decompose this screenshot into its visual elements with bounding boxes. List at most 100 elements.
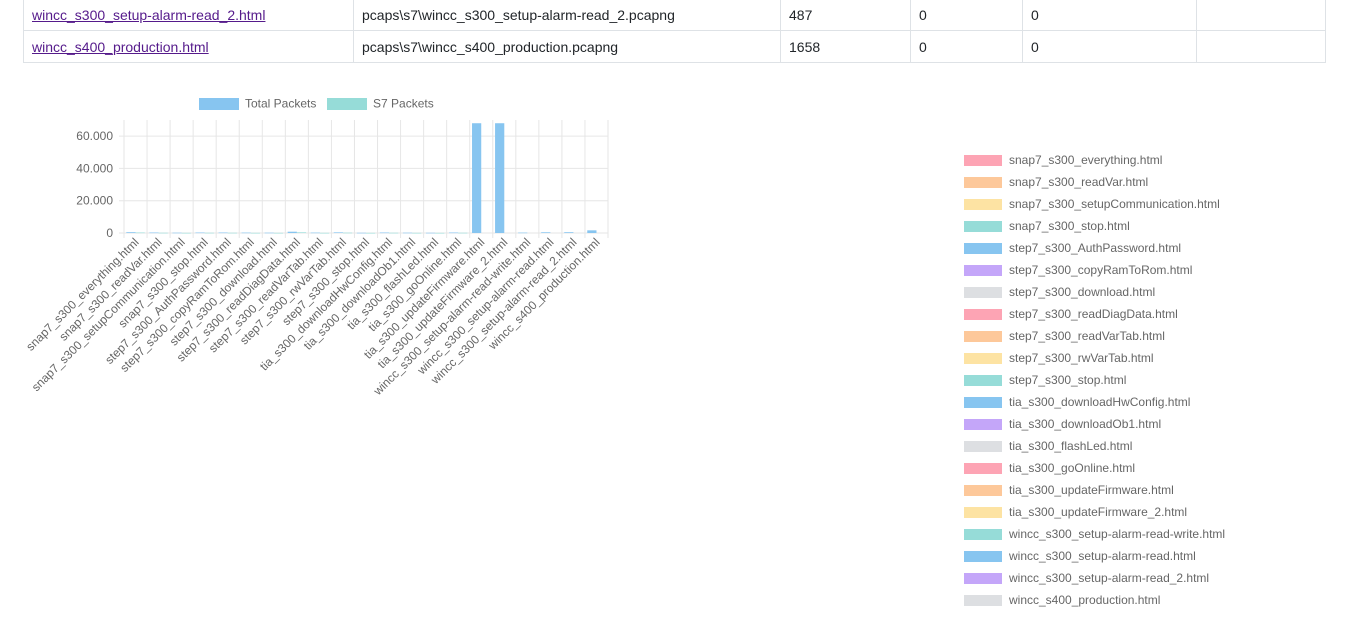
- bar-total[interactable]: [264, 232, 274, 234]
- bar-total[interactable]: [287, 231, 297, 233]
- bar-s7[interactable]: [412, 232, 422, 234]
- s7-packets-cell: 0: [910, 0, 1023, 31]
- legend-swatch-1[interactable]: [199, 98, 239, 110]
- pie-legend-item[interactable]: tia_s300_downloadHwConfig.html: [964, 391, 1225, 413]
- packets-bar-chart: Total Packets S7 Packets 0 20.000 40.000 60.0…: [23, 97, 609, 398]
- bar-total[interactable]: [448, 232, 459, 234]
- bar-s7[interactable]: [342, 232, 353, 234]
- pie-legend-item[interactable]: step7_s300_stop.html: [964, 369, 1225, 391]
- bar-s7[interactable]: [435, 232, 445, 234]
- legend-label-2[interactable]: S7 Packets: [373, 97, 434, 111]
- count-cell: 0: [1022, 30, 1197, 63]
- y-tick-label: 20.000: [76, 194, 113, 208]
- bar-total[interactable]: [172, 232, 182, 234]
- pie-legend-item[interactable]: tia_s300_updateFirmware_2.html: [964, 501, 1225, 523]
- bar-total[interactable]: [518, 232, 528, 234]
- bar-s7[interactable]: [458, 232, 468, 234]
- pie-legend-swatch: [964, 330, 1002, 342]
- pie-legend-label: tia_s300_flashLed.html: [1009, 439, 1133, 453]
- total-packets-cell: 1658: [780, 30, 911, 63]
- bar-s7[interactable]: [366, 232, 376, 234]
- bar-total[interactable]: [379, 232, 390, 234]
- pie-legend-swatch: [964, 220, 1002, 232]
- bar-total[interactable]: [541, 232, 551, 233]
- bar-total[interactable]: [195, 232, 205, 234]
- pie-legend-swatch: [964, 528, 1002, 540]
- pie-legend-item[interactable]: snap7_s300_everything.html: [964, 149, 1225, 171]
- pie-legend-label: step7_s300_AuthPassword.html: [1009, 241, 1182, 255]
- pie-legend-item[interactable]: wincc_s400_production.html: [964, 589, 1225, 611]
- bar-total[interactable]: [218, 232, 228, 234]
- empty-cell: [1196, 0, 1326, 31]
- pie-legend-swatch: [964, 242, 1002, 254]
- pie-legend-label: step7_s300_rwVarTab.html: [1009, 351, 1154, 365]
- bar-s7[interactable]: [389, 232, 399, 234]
- y-tick-label: 40.000: [76, 161, 113, 175]
- pie-legend-item[interactable]: snap7_s300_setupCommunication.html: [964, 193, 1225, 215]
- bar-s7[interactable]: [204, 232, 214, 234]
- pie-legend-item[interactable]: snap7_s300_readVar.html: [964, 171, 1225, 193]
- pie-legend-item[interactable]: wincc_s300_setup-alarm-read.html: [964, 545, 1225, 567]
- pie-legend-item[interactable]: snap7_s300_stop.html: [964, 215, 1225, 237]
- pie-legend-item[interactable]: tia_s300_updateFirmware.html: [964, 479, 1225, 501]
- pcap-path-cell: pcaps\s7\wincc_s400_production.pcapng: [353, 30, 781, 63]
- bar-total[interactable]: [472, 123, 482, 233]
- pie-legend-item[interactable]: step7_s300_readVarTab.html: [964, 325, 1225, 347]
- legend-swatch-2[interactable]: [327, 98, 367, 110]
- pcap-path-cell: pcaps\s7\wincc_s300_setup-alarm-read_2.p…: [353, 0, 781, 31]
- bar-total[interactable]: [402, 232, 413, 234]
- bar-s7[interactable]: [296, 232, 307, 233]
- pie-legend-item[interactable]: step7_s300_rwVarTab.html: [964, 347, 1225, 369]
- pie-legend-item[interactable]: wincc_s300_setup-alarm-read-write.html: [964, 523, 1225, 545]
- pie-legend-item[interactable]: tia_s300_goOnline.html: [964, 457, 1225, 479]
- bar-total[interactable]: [333, 232, 343, 233]
- bar-total[interactable]: [564, 232, 574, 233]
- pie-legend-label: wincc_s300_setup-alarm-read.html: [1009, 549, 1196, 563]
- bar-s7[interactable]: [227, 232, 237, 234]
- pie-legend-label: tia_s300_goOnline.html: [1009, 461, 1136, 475]
- pie-legend-label: wincc_s400_production.html: [1009, 593, 1161, 607]
- bar-total[interactable]: [149, 232, 159, 234]
- bar-total[interactable]: [356, 232, 366, 234]
- bar-s7[interactable]: [158, 232, 168, 234]
- bar-s7[interactable]: [135, 232, 145, 234]
- pie-legend-label: tia_s300_updateFirmware_2.html: [1009, 505, 1188, 519]
- table-row: wincc_s300_setup-alarm-read_2.html pcaps…: [23, 0, 1326, 31]
- bar-total[interactable]: [495, 123, 505, 233]
- bar-s7[interactable]: [273, 232, 284, 234]
- empty-cell: [1196, 30, 1326, 63]
- pie-legend-swatch: [964, 550, 1002, 562]
- total-packets-cell: 487: [780, 0, 911, 31]
- report-link[interactable]: wincc_s300_setup-alarm-read_2.html: [32, 6, 266, 23]
- bar-total[interactable]: [310, 232, 320, 234]
- bar-total[interactable]: [425, 232, 436, 234]
- pie-legend-item[interactable]: tia_s300_downloadOb1.html: [964, 413, 1225, 435]
- bar-total[interactable]: [587, 230, 597, 233]
- pie-legend-label: snap7_s300_everything.html: [1009, 153, 1163, 167]
- results-table: wincc_s300_setup-alarm-read_2.html pcaps…: [23, 0, 1326, 63]
- bar-s7[interactable]: [319, 232, 330, 234]
- pie-legend-item[interactable]: wincc_s300_setup-alarm-read_2.html: [964, 567, 1225, 589]
- pie-legend-swatch: [964, 264, 1002, 276]
- pie-legend-item[interactable]: step7_s300_copyRamToRom.html: [964, 259, 1225, 281]
- pie-legend-item[interactable]: step7_s300_readDiagData.html: [964, 303, 1225, 325]
- pie-legend-swatch: [964, 198, 1002, 210]
- bar-total[interactable]: [126, 232, 136, 233]
- legend-label-1[interactable]: Total Packets: [245, 97, 316, 111]
- bar-s7[interactable]: [181, 232, 191, 234]
- pie-legend-item[interactable]: step7_s300_download.html: [964, 281, 1225, 303]
- pie-legend-swatch: [964, 484, 1002, 496]
- y-tick-label: 60.000: [76, 129, 113, 143]
- table-row: wincc_s400_production.html pcaps\s7\winc…: [23, 30, 1326, 63]
- pie-legend-swatch: [964, 352, 1002, 364]
- pie-chart-legend: snap7_s300_everything.html snap7_s300_rea…: [964, 149, 1225, 611]
- pie-legend-label: step7_s300_download.html: [1009, 285, 1156, 299]
- count-cell: 0: [1022, 0, 1197, 31]
- pie-legend-label: step7_s300_readVarTab.html: [1009, 329, 1165, 343]
- report-link[interactable]: wincc_s400_production.html: [32, 38, 209, 55]
- bar-s7[interactable]: [250, 232, 260, 234]
- pie-legend-item[interactable]: step7_s300_AuthPassword.html: [964, 237, 1225, 259]
- bar-total[interactable]: [241, 232, 251, 234]
- pie-legend-swatch: [964, 418, 1002, 430]
- pie-legend-item[interactable]: tia_s300_flashLed.html: [964, 435, 1225, 457]
